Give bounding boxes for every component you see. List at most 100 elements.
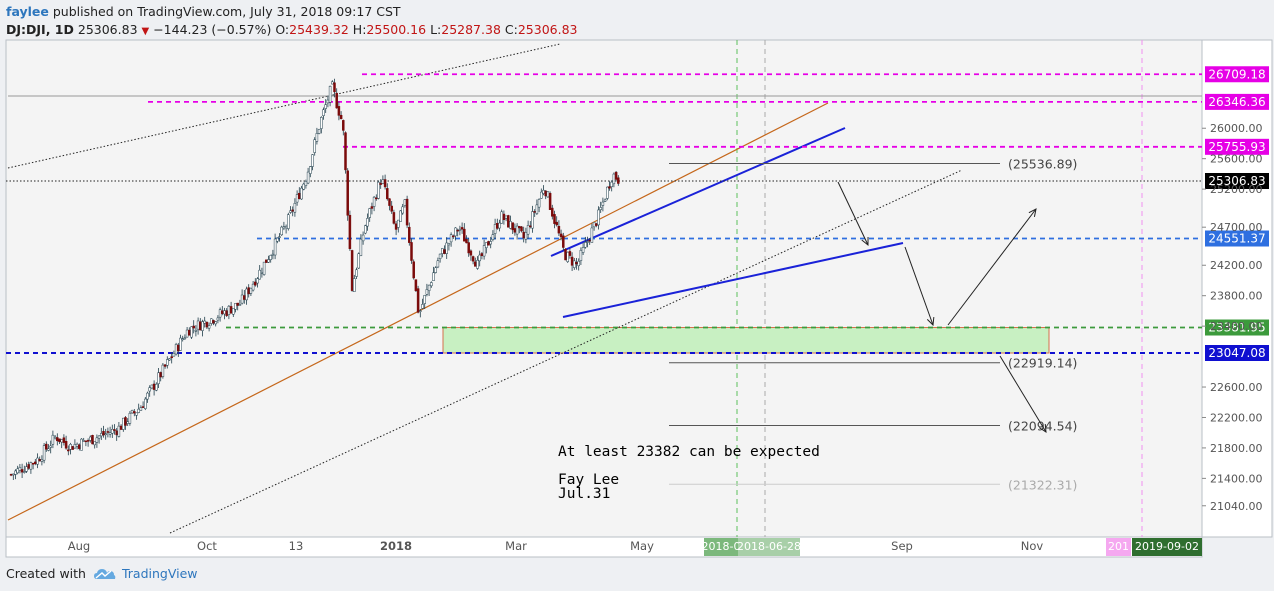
candle	[430, 281, 433, 288]
candle-body	[555, 221, 558, 226]
candle-body	[573, 260, 576, 268]
candle	[342, 119, 345, 136]
x-tick-label: Nov	[1021, 539, 1044, 553]
candle-body	[111, 429, 114, 434]
candle-body	[326, 99, 330, 104]
candle-body	[601, 201, 605, 206]
candle-body	[421, 304, 424, 309]
candle	[328, 85, 332, 107]
candle-body	[357, 253, 360, 269]
candle-body	[78, 444, 81, 449]
candle	[161, 363, 165, 379]
candle	[551, 204, 554, 220]
candle-body	[40, 459, 44, 462]
candle-body	[12, 473, 15, 476]
candle	[584, 236, 587, 249]
candle-body	[401, 206, 404, 214]
candle	[181, 335, 184, 342]
candle	[460, 222, 464, 234]
candle-body	[243, 295, 246, 300]
candle-body	[64, 441, 68, 449]
candle	[471, 255, 475, 265]
candle-body	[454, 227, 457, 237]
candle	[139, 405, 143, 411]
candle-body	[581, 247, 585, 253]
candle-body	[166, 359, 169, 366]
candle-body	[31, 462, 35, 465]
candle-body	[251, 283, 255, 291]
candle-body	[232, 308, 235, 315]
candle-body	[331, 81, 334, 85]
candle	[80, 438, 83, 451]
candle-body	[278, 236, 281, 238]
low-label: L:	[430, 22, 442, 37]
candle-body	[522, 231, 525, 239]
candle-body	[168, 358, 171, 361]
fib-label: (22919.14)	[1008, 356, 1077, 371]
candle	[234, 303, 237, 313]
publish-line: faylee published on TradingView.com, Jul…	[6, 3, 578, 21]
candle	[416, 285, 420, 314]
candle-body	[425, 289, 429, 295]
candle-body	[603, 199, 607, 202]
candle	[603, 198, 607, 203]
candle	[179, 334, 182, 351]
candle-body	[333, 82, 336, 93]
y-tick-label: 22600.00	[1210, 381, 1263, 394]
candle-body	[260, 272, 264, 274]
arrow-shaft	[837, 181, 869, 246]
candle-body	[267, 259, 270, 263]
candle-body	[163, 364, 167, 367]
candle-body	[480, 253, 484, 257]
author-link[interactable]: faylee	[6, 4, 49, 19]
candle-body	[115, 430, 118, 436]
candle	[548, 191, 552, 211]
level-price-label: 23381.95	[1205, 319, 1269, 336]
candle	[311, 154, 314, 171]
level-label-text: 24551.37	[1208, 232, 1265, 246]
candle-body	[212, 320, 215, 324]
candle-body	[192, 325, 195, 329]
candle-body	[9, 474, 13, 476]
candle-body	[588, 239, 591, 242]
signature-date: Jul.31	[558, 486, 610, 502]
candle-body	[73, 444, 77, 449]
candle	[45, 441, 48, 452]
candle-body	[570, 256, 574, 266]
candle	[322, 107, 325, 120]
candle-body	[529, 225, 532, 228]
candle-body	[566, 251, 569, 262]
candle-body	[577, 260, 580, 267]
y-tick-label: 22200.00	[1210, 411, 1263, 424]
tradingview-link[interactable]: TradingView	[93, 566, 198, 581]
candle-body	[53, 436, 57, 439]
candle-body	[489, 241, 492, 245]
last-price: 25306.83	[77, 22, 138, 37]
candle	[491, 230, 495, 242]
candle-body	[130, 410, 134, 414]
candle-body	[509, 221, 512, 229]
candle-body	[234, 303, 237, 310]
candle-body	[86, 440, 90, 442]
level-price-label: 26709.18	[1205, 66, 1269, 83]
candle	[383, 174, 387, 190]
candle	[564, 248, 567, 261]
candle	[434, 266, 437, 274]
candle	[313, 137, 316, 156]
level-price-label: 24551.37	[1205, 230, 1269, 247]
candle-body	[458, 228, 462, 231]
candle-body	[155, 383, 158, 391]
candle-body	[562, 235, 565, 248]
candle-body	[350, 250, 354, 291]
candle-body	[513, 228, 517, 233]
wedge-upper-line	[550, 127, 846, 257]
candle	[454, 227, 457, 241]
candle-body	[474, 261, 477, 267]
price-axis	[1201, 39, 1273, 538]
date-marker-text: 201	[1108, 540, 1129, 553]
candle	[608, 181, 611, 191]
level-price-label: 23047.08	[1205, 345, 1269, 361]
candle-body	[126, 421, 129, 424]
candle	[111, 424, 114, 438]
